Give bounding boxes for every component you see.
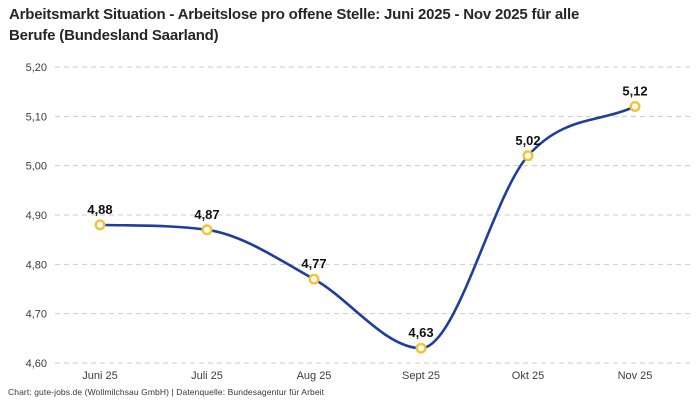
y-tick-label: 5,10: [26, 111, 47, 123]
data-point-marker: [629, 100, 641, 112]
chart-title-line1: Arbeitsmarkt Situation - Arbeitslose pro…: [9, 6, 580, 23]
x-tick-label: Juli 25: [191, 370, 223, 382]
data-point-marker: [94, 219, 106, 231]
x-tick-label: Okt 25: [512, 370, 544, 382]
y-tick-label: 5,20: [26, 62, 47, 74]
y-tick-label: 5,00: [26, 161, 47, 173]
x-tick-label: Aug 25: [297, 370, 332, 382]
y-tick-label: 4,90: [26, 210, 47, 222]
data-point-label: 4,63: [408, 325, 433, 340]
y-tick-label: 4,80: [26, 259, 47, 271]
x-tick-label: Juni 25: [82, 370, 117, 382]
data-point-label: 4,88: [87, 202, 112, 217]
data-point-label: 5,12: [622, 83, 647, 98]
chart-footer-credit: Chart: gute-jobs.de (Wollmilchsau GmbH) …: [8, 387, 325, 397]
y-tick-label: 4,60: [26, 358, 47, 370]
data-point-label: 4,77: [301, 256, 326, 271]
chart-title-line2: Berufe (Bundesland Saarland): [9, 27, 219, 44]
line-series: [98, 105, 637, 350]
x-tick-label: Sept 25: [402, 370, 440, 382]
data-point-label: 5,02: [515, 133, 540, 148]
data-point-label: 4,87: [194, 207, 219, 222]
data-point-marker: [522, 150, 534, 162]
data-point-marker: [415, 342, 427, 354]
data-point-marker: [201, 224, 213, 236]
y-tick-label: 4,70: [26, 309, 47, 321]
chart-title: Arbeitsmarkt Situation - Arbeitslose pro…: [9, 4, 669, 46]
data-point-marker: [308, 273, 320, 285]
x-tick-label: Nov 25: [618, 370, 653, 382]
